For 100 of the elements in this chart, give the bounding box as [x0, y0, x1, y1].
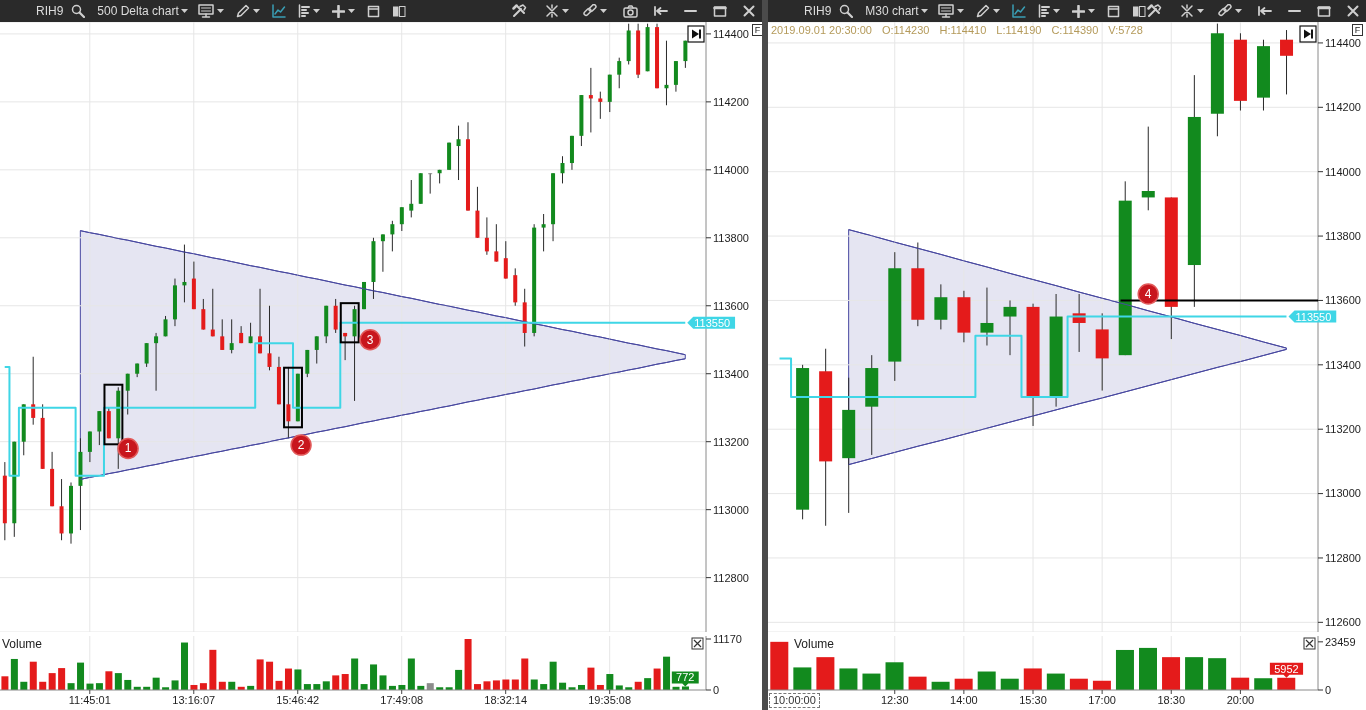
number-badge: 3 [359, 329, 381, 351]
y-tick-label: 113200 [1325, 423, 1361, 436]
annotation: O:114230 [881, 24, 930, 36]
x-tick-label: 20:00 [1226, 693, 1255, 706]
x-tick-label: 17:49:08 [380, 693, 424, 706]
annotation: L:114190 [996, 24, 1042, 36]
bar [181, 642, 189, 690]
annotation: 2 [297, 438, 305, 453]
y-tick-label: 113400 [1325, 358, 1361, 371]
x-tick-label: 15:30 [1019, 693, 1047, 706]
candlestick [314, 335, 319, 365]
candlestick [598, 91, 603, 120]
candlestick [617, 57, 622, 89]
bar [816, 657, 835, 690]
bar [266, 661, 274, 690]
candlestick [494, 223, 499, 263]
y-tick-label: 113600 [1325, 294, 1361, 307]
bar [1, 676, 9, 690]
bar [549, 661, 557, 690]
bar [587, 667, 595, 690]
candlestick [333, 298, 338, 334]
bar [483, 681, 491, 690]
bar [521, 658, 529, 690]
bar [284, 668, 292, 690]
annotation: 2019.09.01 20:30:00 [771, 24, 872, 36]
candlestick [125, 373, 130, 416]
y-tick-label: 113600 [713, 299, 749, 312]
candlestick [980, 287, 994, 347]
y-tick-label: 0 [1325, 683, 1332, 696]
y-tick-label: 113800 [713, 231, 749, 244]
bar [29, 661, 37, 690]
y-tick-label: 114200 [713, 95, 749, 108]
bar [770, 641, 789, 690]
number-badge: 1 [117, 437, 139, 460]
y-tick-label: 113000 [713, 503, 749, 516]
candlestick [380, 233, 385, 273]
bar [48, 673, 56, 690]
y-tick-label: 112600 [1325, 616, 1361, 629]
candlestick [229, 318, 234, 354]
y-tick-label: 113400 [713, 367, 749, 380]
candlestick [399, 206, 404, 232]
candlestick [87, 431, 92, 463]
x-tick-label: 14:00 [950, 693, 978, 706]
bar [379, 675, 387, 690]
candlestick [267, 305, 272, 371]
bar [322, 681, 330, 690]
bar [1046, 673, 1065, 690]
candlestick [456, 125, 461, 181]
number-badge: 2 [290, 434, 312, 456]
x-tick-label: 17:00 [1088, 693, 1116, 706]
y-tick-label: 113800 [1325, 229, 1361, 242]
candlestick [1141, 126, 1155, 211]
y-tick-label: 0 [713, 683, 720, 696]
bar [1115, 649, 1134, 690]
bar [653, 668, 661, 690]
bar [407, 658, 415, 690]
bar [114, 673, 122, 690]
bar [839, 668, 858, 690]
y-tick-label: 23459 [1325, 635, 1356, 648]
bar [171, 680, 179, 690]
bar [644, 678, 652, 690]
candlestick [305, 349, 310, 378]
text: F [1352, 24, 1363, 36]
annotation: 3 [366, 332, 374, 347]
bar [1162, 657, 1181, 690]
bar [464, 639, 472, 690]
bar [124, 679, 132, 690]
bar [1023, 668, 1042, 690]
data-label: 5952 [1274, 662, 1299, 675]
y-tick-label: 114400 [713, 27, 749, 40]
candlestick [934, 283, 948, 330]
chart-subtitle: M30 chart [865, 4, 919, 18]
candlestick [390, 220, 395, 252]
x-tick-label: 11:45:01 [68, 693, 111, 706]
candlestick [560, 155, 565, 184]
x-tick-label: 13:16:07 [172, 693, 216, 706]
bar [370, 664, 378, 690]
number-badge: 4 [1137, 283, 1159, 305]
y-tick-label: 113200 [713, 435, 749, 448]
bar [351, 658, 359, 690]
text: 10:00:00 [769, 693, 820, 708]
candlestick [673, 60, 678, 93]
data-label: 113550 [1295, 310, 1332, 323]
text: F [752, 24, 763, 36]
y-tick-label: 114000 [1325, 165, 1361, 178]
bar [105, 671, 113, 690]
candlestick [154, 332, 159, 392]
chart-title: Volume [2, 637, 43, 651]
y-tick-label: 114200 [1325, 101, 1361, 114]
candlestick [97, 410, 102, 446]
candlestick [201, 298, 206, 331]
bar [256, 659, 264, 690]
chart-subtitle: 500 Delta chart [97, 4, 179, 18]
bar [332, 675, 340, 690]
bar [977, 671, 996, 690]
data-label: 113550 [694, 316, 731, 329]
candlestick [144, 342, 149, 368]
bar [885, 662, 904, 690]
annotation: 1 [124, 441, 132, 456]
candlestick [286, 366, 291, 439]
